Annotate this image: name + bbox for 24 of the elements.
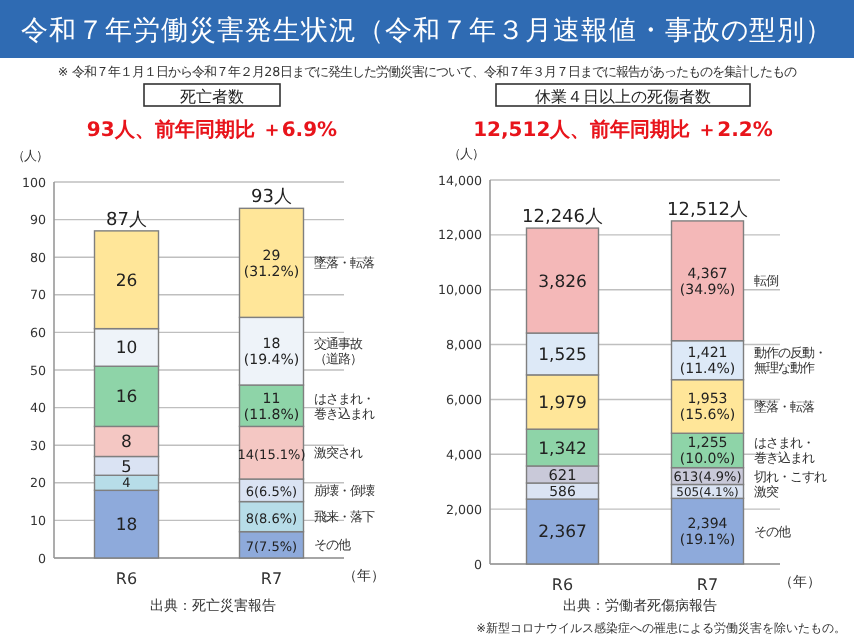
x-tick-label: R6: [115, 570, 138, 588]
chart-subtitle: 12,512人、前年同期比 ＋2.2%: [473, 118, 773, 142]
data-label: 10: [115, 339, 138, 360]
data-label: 26: [115, 271, 138, 292]
data-label: 1,979: [538, 393, 587, 414]
data-label: 16: [115, 388, 138, 409]
data-label: 1,342: [538, 439, 587, 460]
data-label: 3,826: [538, 272, 587, 293]
data-label: 2,367: [538, 523, 587, 544]
chart-title: 死亡者数: [180, 88, 244, 106]
text: 令和７年労働災害発生状況（令和７年３月速報値・事故の型別）: [21, 15, 833, 47]
chart-subtitle: 93人、前年同期比 ＋6.9%: [86, 118, 338, 142]
x-tick-label: R7: [260, 570, 283, 588]
total-label: 87人: [106, 208, 147, 231]
total-label: 93人: [251, 186, 292, 209]
x-tick-label: R6: [551, 576, 574, 594]
data-label: 8: [121, 433, 132, 454]
chart-title: 休業４日以上の死傷者数: [535, 88, 711, 106]
total-label: 12,246人: [522, 206, 603, 229]
data-label: 1,525: [538, 345, 587, 366]
data-label: 18: [115, 516, 138, 537]
data-label: 5: [121, 455, 132, 476]
x-tick-label: R7: [696, 576, 719, 594]
total-label: 12,512人: [667, 198, 748, 221]
